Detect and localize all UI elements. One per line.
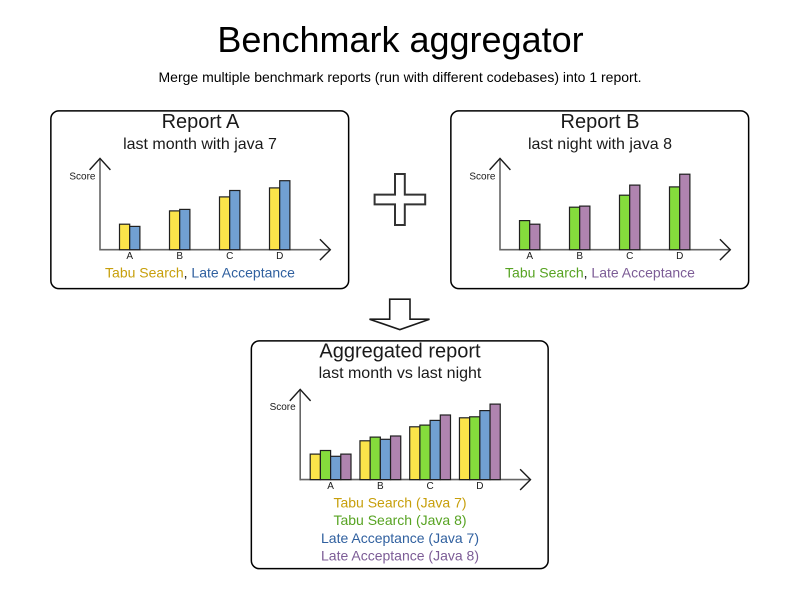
svg-text:A: A bbox=[526, 251, 533, 262]
svg-text:Report A: Report A bbox=[162, 111, 240, 133]
svg-text:A: A bbox=[327, 481, 334, 492]
svg-text:B: B bbox=[176, 251, 183, 262]
svg-text:Late Acceptance (Java 7): Late Acceptance (Java 7) bbox=[321, 530, 479, 546]
svg-text:Report B: Report B bbox=[561, 111, 640, 133]
svg-text:Score: Score bbox=[69, 172, 96, 183]
svg-text:Merge multiple benchmark repor: Merge multiple benchmark reports (run wi… bbox=[159, 69, 642, 85]
svg-text:B: B bbox=[377, 481, 384, 492]
svg-text:C: C bbox=[226, 251, 233, 262]
svg-text:C: C bbox=[626, 251, 633, 262]
svg-text:Benchmark aggregator: Benchmark aggregator bbox=[217, 19, 583, 60]
svg-text:D: D bbox=[676, 251, 683, 262]
svg-text:Score: Score bbox=[270, 402, 297, 413]
svg-text:D: D bbox=[276, 251, 283, 262]
svg-text:Late Acceptance (Java 8): Late Acceptance (Java 8) bbox=[321, 548, 479, 564]
svg-text:B: B bbox=[576, 251, 583, 262]
svg-text:Tabu Search, Late Acceptance: Tabu Search, Late Acceptance bbox=[505, 265, 695, 281]
svg-text:D: D bbox=[476, 481, 483, 492]
svg-text:Score: Score bbox=[469, 172, 496, 183]
svg-text:last month with java 7: last month with java 7 bbox=[123, 136, 277, 153]
svg-text:A: A bbox=[126, 251, 133, 262]
svg-text:Aggregated report: Aggregated report bbox=[319, 340, 481, 362]
svg-text:Tabu Search, Late Acceptance: Tabu Search, Late Acceptance bbox=[105, 265, 295, 281]
svg-text:Tabu Search (Java 7): Tabu Search (Java 7) bbox=[333, 495, 466, 511]
svg-text:last month vs last night: last month vs last night bbox=[319, 365, 482, 382]
svg-text:C: C bbox=[426, 481, 433, 492]
svg-text:last night with java 8: last night with java 8 bbox=[528, 136, 672, 153]
svg-text:Tabu Search (Java 8): Tabu Search (Java 8) bbox=[333, 512, 466, 528]
